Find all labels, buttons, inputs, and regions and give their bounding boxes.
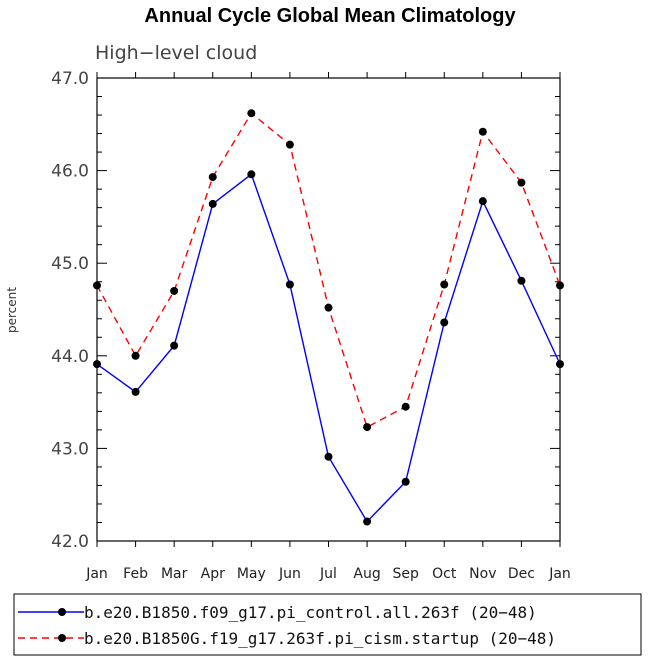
series-2-point: [478, 127, 487, 136]
series-2-point: [440, 280, 449, 289]
y-tick-label: 47.0: [51, 69, 89, 89]
series-2-point: [170, 286, 179, 295]
series-lines: [93, 109, 564, 526]
series-line-1: [96, 173, 561, 523]
legend-marker-2: [58, 634, 66, 642]
series-2-point: [517, 178, 526, 187]
tick-labels: 42.0 43.0 44.0 45.0 46.0 47.0 Jan Feb Mar Apr May J…: [51, 69, 571, 582]
chart-title: Annual Cycle Global Mean Climatology: [144, 5, 516, 27]
x-tick-label: Aug: [353, 566, 380, 582]
x-tick-label: Feb: [123, 566, 148, 582]
series-1-point: [363, 517, 372, 526]
x-tick-label: Apr: [201, 566, 225, 582]
series-1-point: [285, 280, 294, 289]
plot-frame: [96, 77, 561, 542]
series-1-point: [324, 452, 333, 461]
series-1-point: [247, 170, 256, 179]
series-2-point: [363, 423, 372, 432]
legend: b.e20.B1850.f09_g17.pi_control.all.263f …: [13, 593, 642, 656]
x-tick-label: Jan: [548, 566, 571, 582]
x-tick-label: Jan: [85, 566, 108, 582]
series-2-point: [324, 303, 333, 312]
x-tick-label: Nov: [469, 566, 496, 582]
legend-label-1: b.e20.B1850.f09_g17.pi_control.all.263f …: [84, 603, 537, 622]
x-tick-label: Jun: [278, 566, 301, 582]
x-tick-label: May: [237, 566, 266, 582]
chart-subtitle: High−level cloud: [95, 42, 257, 64]
series-1-point: [517, 276, 526, 285]
series-2-point: [401, 402, 410, 411]
x-tick-label: Jul: [319, 566, 337, 582]
series-1-point: [170, 341, 179, 350]
legend-marker-1: [58, 608, 66, 616]
x-tick-label: Sep: [392, 566, 419, 582]
series-2-point: [285, 140, 294, 149]
legend-label-2: b.e20.B1850G.f19_g17.263f.pi_cism.startu…: [84, 629, 556, 648]
y-axis-label: percent: [5, 287, 19, 333]
x-tick-label: Mar: [161, 566, 188, 582]
x-tick-label: Oct: [432, 566, 457, 582]
y-tick-label: 44.0: [51, 347, 89, 367]
x-tick-label: Dec: [508, 566, 535, 582]
series-1-point: [131, 387, 140, 396]
series-2-point: [247, 109, 256, 118]
series-1-point: [478, 197, 487, 206]
y-tick-label: 42.0: [51, 532, 89, 552]
series-1-point: [208, 199, 217, 208]
y-tick-label: 43.0: [51, 439, 89, 459]
y-tick-label: 46.0: [51, 162, 89, 182]
series-2-point: [208, 173, 217, 182]
y-tick-label: 45.0: [51, 254, 89, 274]
series-2-point: [131, 351, 140, 360]
series-1-point: [440, 318, 449, 327]
series-line-2: [96, 112, 561, 429]
legend-box: [13, 593, 642, 656]
series-1-point: [401, 477, 410, 486]
